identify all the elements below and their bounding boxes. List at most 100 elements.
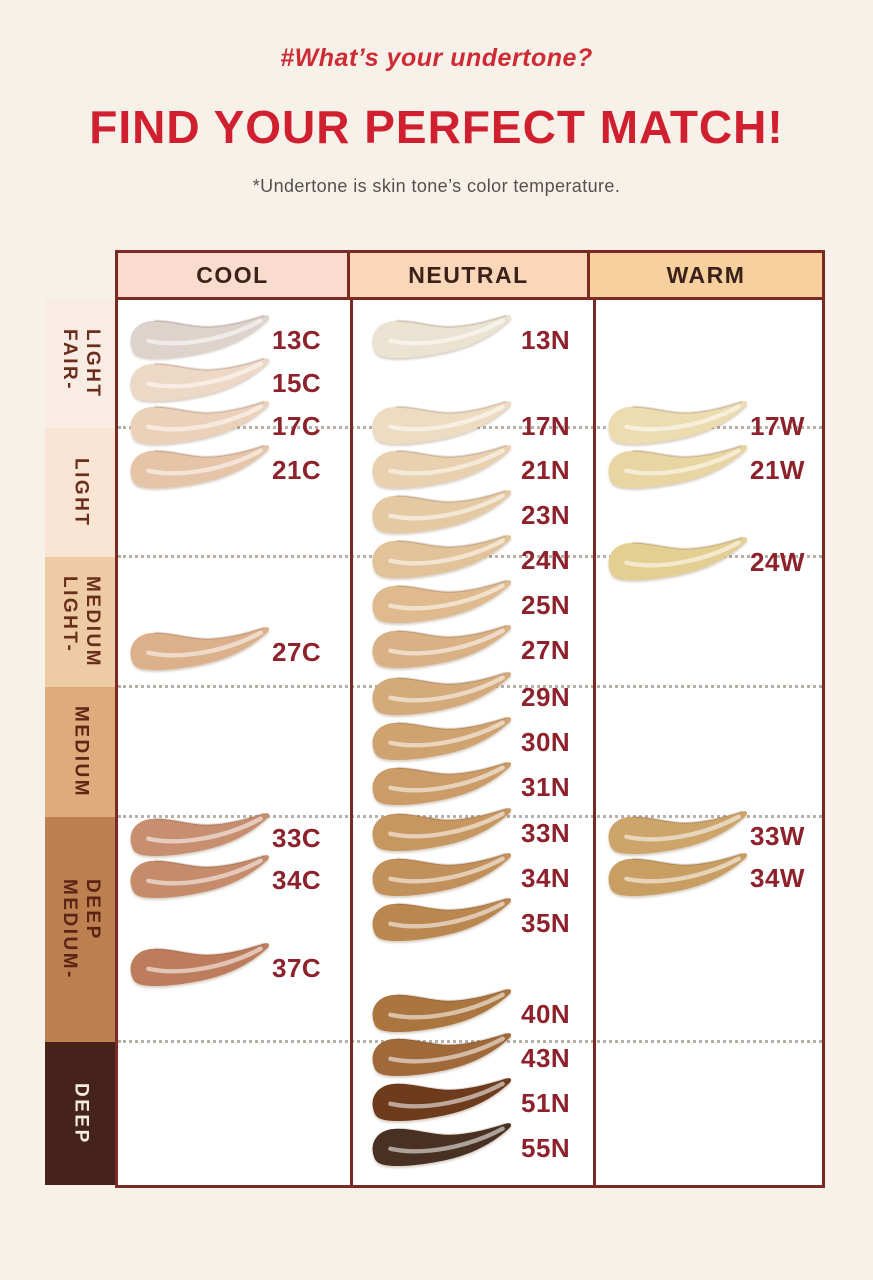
depth-band-medium-deep: MEDIUM- DEEP [45, 817, 115, 1042]
depth-band-label: DEEP [70, 1082, 92, 1145]
swatch-15c [124, 353, 272, 411]
swatch-37c [124, 938, 272, 996]
foundation-smear-icon [372, 1032, 512, 1077]
swatch-21c [124, 440, 272, 498]
shade-code-33w: 33W [750, 821, 805, 851]
swatch-30n [366, 712, 514, 770]
swatch-17n [366, 396, 514, 454]
foundation-smear-icon [372, 400, 512, 445]
row-divider [118, 1040, 822, 1043]
column-divider [350, 300, 353, 1185]
foundation-smear-icon [372, 579, 512, 624]
foundation-smear-icon [372, 988, 512, 1033]
swatch-27c [124, 622, 272, 680]
swatch-43n [366, 1028, 514, 1086]
swatch-55n [366, 1118, 514, 1176]
shade-code-21n: 21N [521, 455, 571, 485]
shade-code-34w: 34W [750, 863, 805, 893]
shade-match-table: COOL NEUTRAL WARM [115, 250, 825, 1188]
foundation-smear-icon [608, 536, 748, 581]
shade-code-40n: 40N [521, 999, 571, 1029]
shade-code-55n: 55N [521, 1133, 571, 1163]
swatch-34n [366, 848, 514, 906]
undertone-header-row: COOL NEUTRAL WARM [118, 253, 822, 300]
shade-code-13c: 13C [272, 325, 322, 355]
shade-code-34n: 34N [521, 863, 571, 893]
swatch-17w [602, 396, 750, 454]
row-divider [118, 815, 822, 818]
swatch-21w [602, 440, 750, 498]
swatch-34c [124, 850, 272, 908]
shade-code-37c: 37C [272, 953, 322, 983]
foundation-smear-icon [372, 807, 512, 852]
shade-code-29n: 29N [521, 682, 571, 712]
shade-code-17c: 17C [272, 411, 322, 441]
swatch-24w [602, 532, 750, 590]
swatch-29n [366, 667, 514, 725]
foundation-smear-icon [372, 716, 512, 761]
shade-code-17w: 17W [750, 411, 805, 441]
shade-code-31n: 31N [521, 772, 571, 802]
shade-code-23n: 23N [521, 500, 571, 530]
swatch-33c [124, 808, 272, 866]
swatch-31n [366, 757, 514, 815]
shade-code-24w: 24W [750, 547, 805, 577]
foundation-smear-icon [608, 400, 748, 445]
shade-code-27n: 27N [521, 635, 571, 665]
foundation-smear-icon [130, 854, 270, 899]
undertone-header-cool: COOL [118, 253, 350, 297]
foundation-smear-icon [130, 357, 270, 402]
swatch-51n [366, 1073, 514, 1131]
depth-band-label: MEDIUM- DEEP [59, 879, 103, 980]
swatch-35n [366, 893, 514, 951]
swatch-34w [602, 848, 750, 906]
shade-code-17n: 17N [521, 411, 571, 441]
swatch-27n [366, 620, 514, 678]
column-divider [593, 300, 596, 1185]
foundation-smear-icon [372, 444, 512, 489]
swatch-21n [366, 440, 514, 498]
foundation-smear-icon [130, 400, 270, 445]
swatch-13n [366, 310, 514, 368]
foundation-smear-icon [372, 534, 512, 579]
foundation-smear-icon [372, 1077, 512, 1122]
swatch-24n [366, 530, 514, 588]
foundation-smear-icon [372, 852, 512, 897]
shade-code-21w: 21W [750, 455, 805, 485]
depth-band-deep: DEEP [45, 1042, 115, 1185]
shade-code-51n: 51N [521, 1088, 571, 1118]
depth-band-fair-light: FAIR- LIGHT [45, 300, 115, 428]
depth-band-light-medium: LIGHT- MEDIUM [45, 557, 115, 687]
depth-band-label: MEDIUM [70, 705, 92, 799]
shade-code-15c: 15C [272, 368, 322, 398]
foundation-smear-icon [372, 1122, 512, 1167]
foundation-smear-icon [372, 671, 512, 716]
swatch-25n [366, 575, 514, 633]
depth-band-medium: MEDIUM [45, 687, 115, 817]
depth-band-light: LIGHT [45, 428, 115, 557]
shade-code-35n: 35N [521, 908, 571, 938]
shade-code-21c: 21C [272, 455, 322, 485]
shade-code-43n: 43N [521, 1043, 571, 1073]
shade-code-25n: 25N [521, 590, 571, 620]
shade-code-13n: 13N [521, 325, 571, 355]
foundation-smear-icon [372, 761, 512, 806]
shade-code-27c: 27C [272, 637, 322, 667]
swatch-17c [124, 396, 272, 454]
shade-code-34c: 34C [272, 865, 322, 895]
undertone-header-warm: WARM [590, 253, 822, 297]
shade-code-33c: 33C [272, 823, 322, 853]
depth-band-label: FAIR- LIGHT [59, 329, 103, 399]
tagline: #What’s your undertone? [280, 44, 593, 72]
foundation-smear-icon [130, 626, 270, 671]
depth-band-label: LIGHT [70, 457, 92, 528]
swatch-33w [602, 806, 750, 864]
depth-band-column: FAIR- LIGHT LIGHT LIGHT- MEDIUM MEDIUM MEDIU… [45, 300, 115, 1185]
foundation-smear-icon [608, 810, 748, 855]
foundation-smear-icon [130, 314, 270, 359]
shade-code-33n: 33N [521, 818, 571, 848]
foundation-smear-icon [372, 314, 512, 359]
foundation-smear-icon [608, 852, 748, 897]
